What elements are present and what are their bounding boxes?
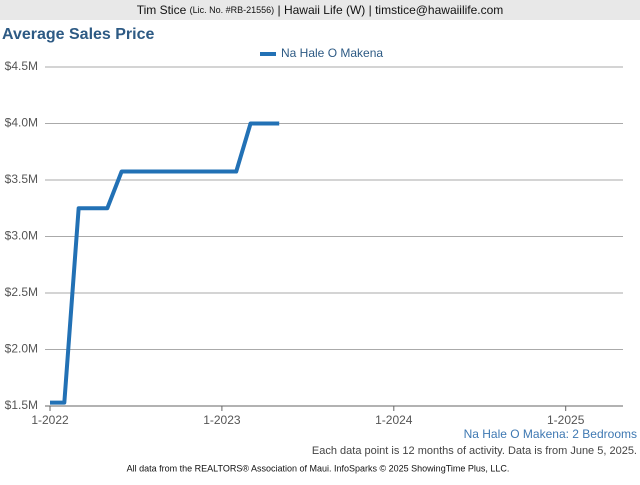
y-tick-label: $4.0M [5,116,38,130]
series-line [50,121,280,405]
header-name: Tim Stice [137,3,187,17]
header-license: (Lic. No. #RB-21556) [190,5,275,15]
header-rest: | Hawaii Life (W) | timstice@hawaiilife.… [278,3,504,17]
x-tick-label: 1-2023 [203,413,241,427]
note: Each data point is 12 months of activity… [312,445,637,457]
y-tick-label: $3.5M [5,172,38,186]
y-tick-label: $4.5M [5,59,38,73]
x-tick-label: 1-2024 [375,413,413,427]
source: All data from the REALTORS® Association … [127,463,510,473]
y-tick-label: $1.5M [5,398,38,412]
legend-label: Na Hale O Makena [281,46,383,60]
x-tick-label: 1-2025 [547,413,585,427]
chart-title: Average Sales Price [2,26,155,43]
subtitle: Na Hale O Makena: 2 Bedrooms [464,427,637,441]
y-tick-label: $2.0M [5,342,38,356]
header: Tim Stice (Lic. No. #RB-21556) | Hawaii … [137,3,504,17]
header-bar [0,0,640,20]
x-tick-label: 1-2022 [31,413,69,427]
y-tick-label: $3.0M [5,229,38,243]
y-tick-label: $2.5M [5,285,38,299]
